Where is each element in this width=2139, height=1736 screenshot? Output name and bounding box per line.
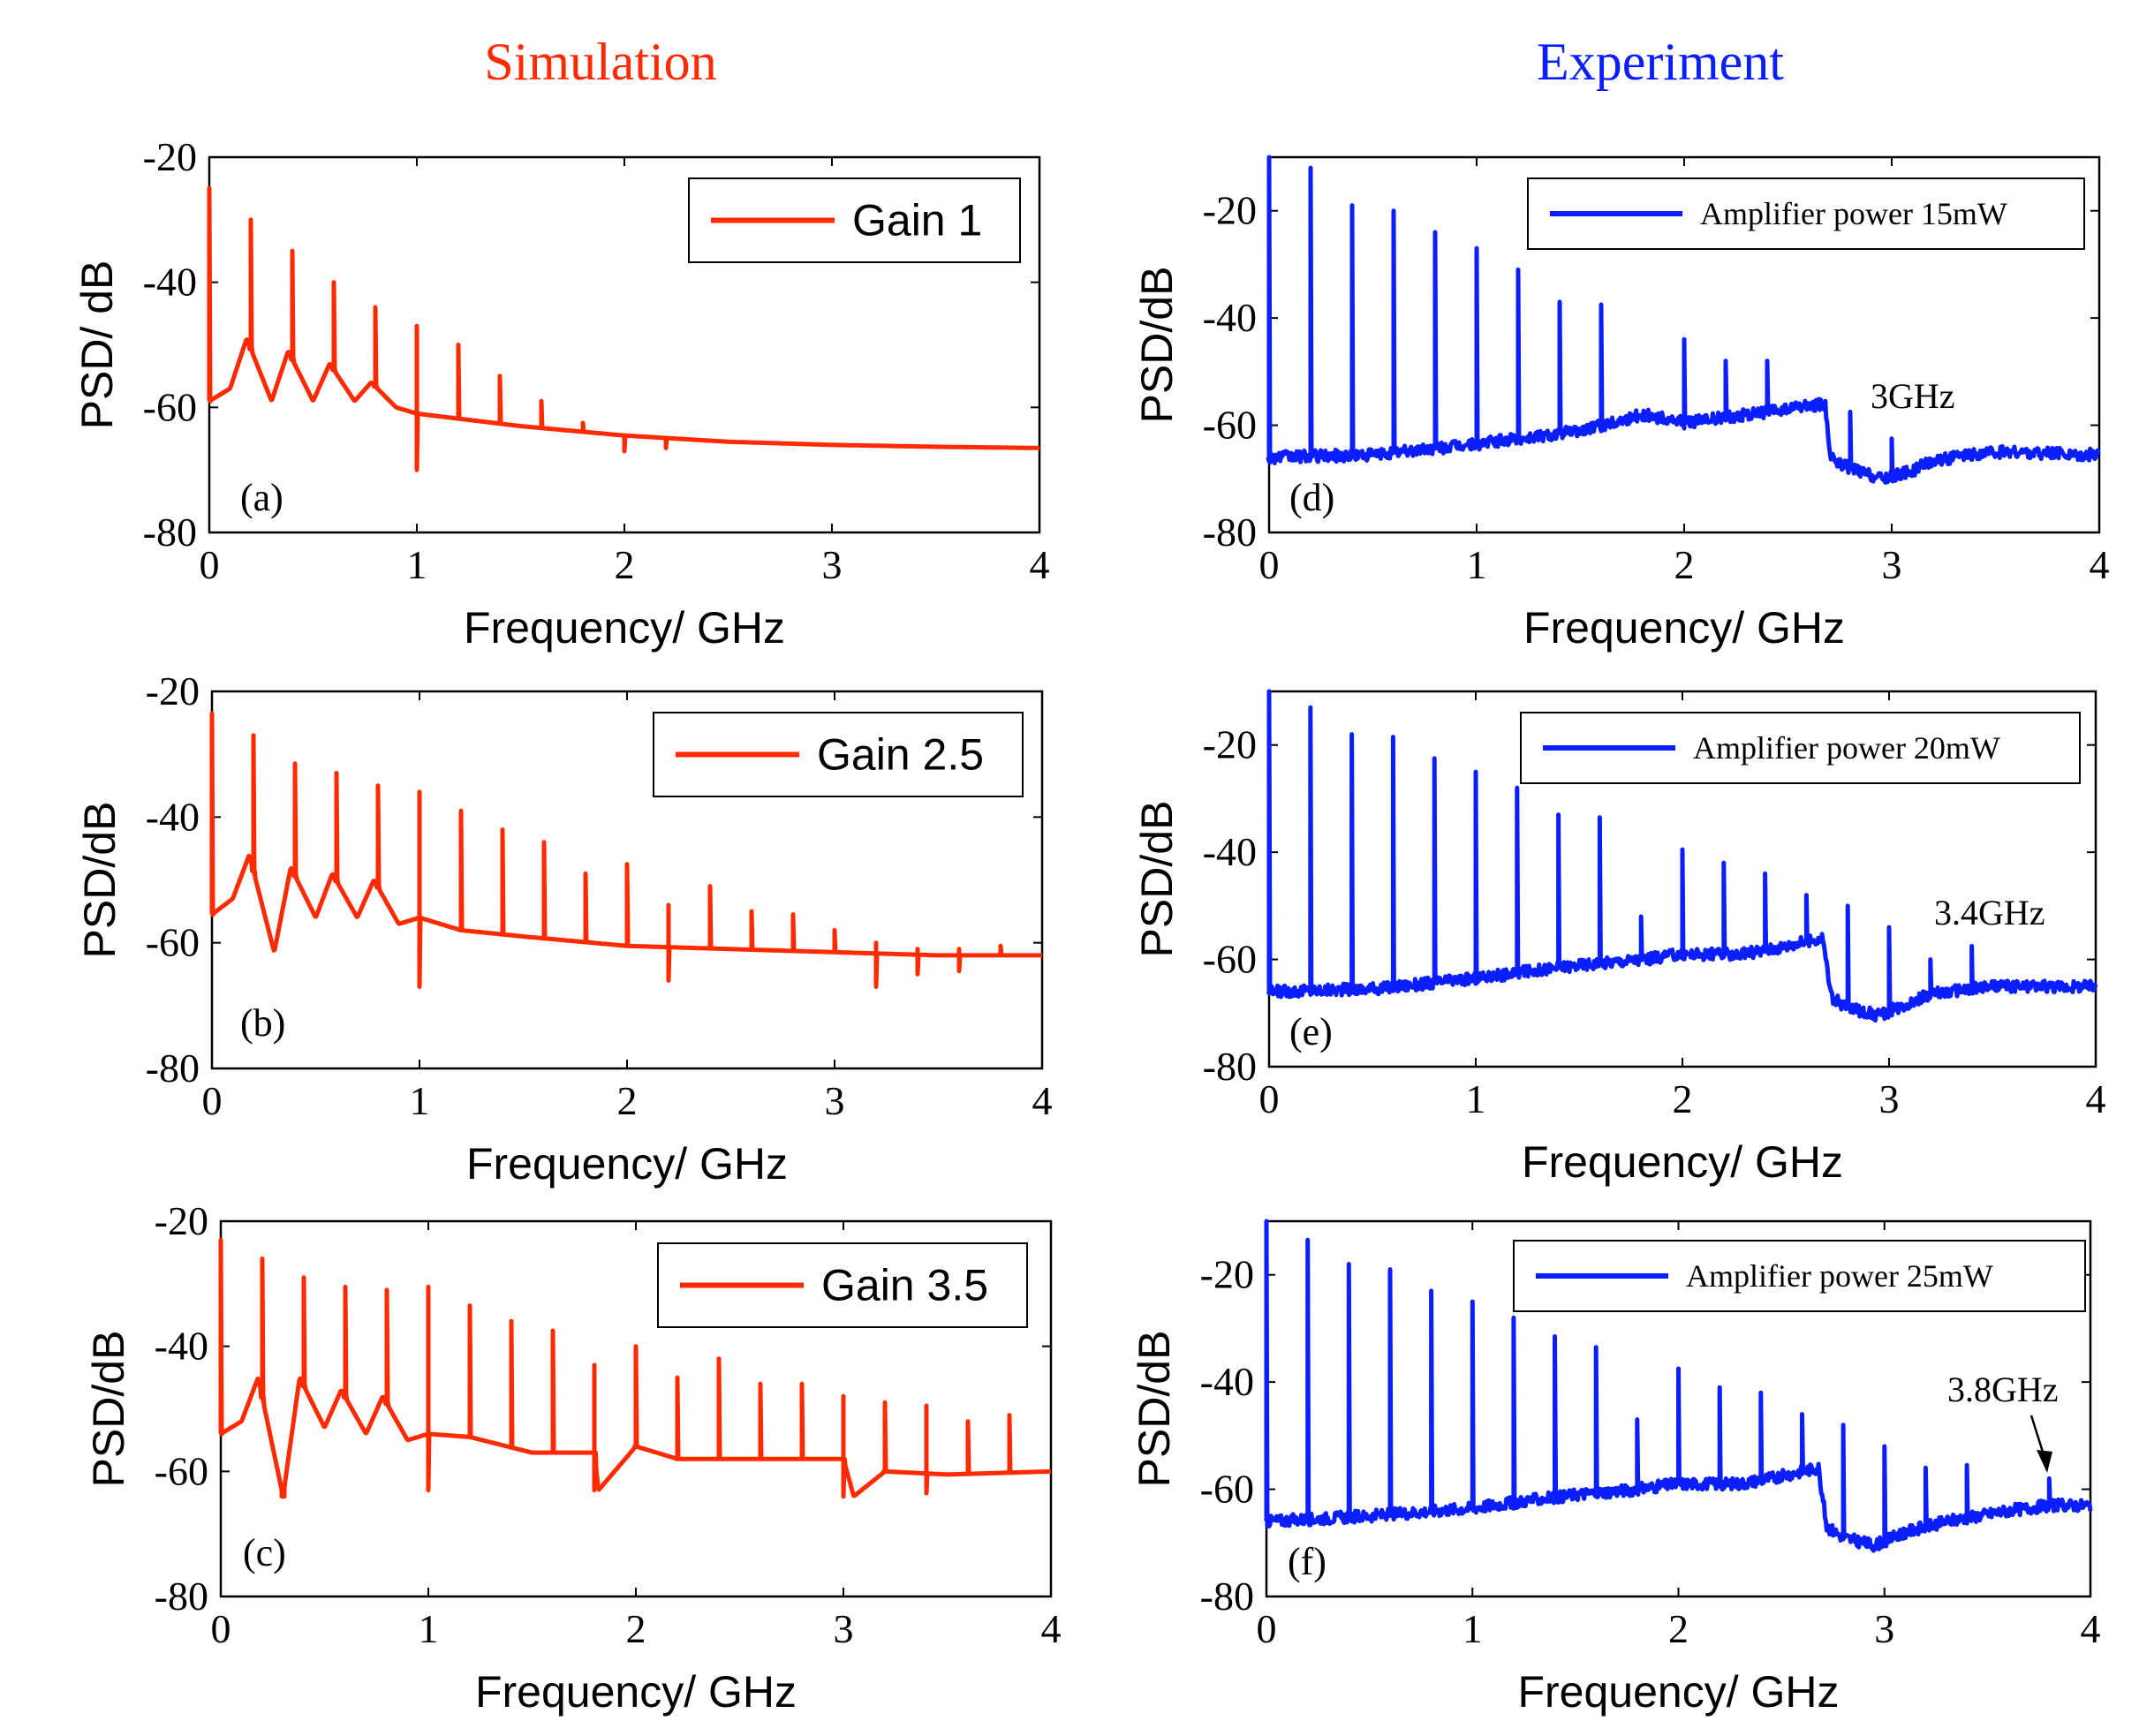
peak-annotation: 3.8GHz: [1947, 1370, 2059, 1409]
legend-label: Amplifier power 15mW: [1700, 196, 2007, 231]
peak-annotation: 3GHz: [1871, 376, 1955, 416]
legend-label: Amplifier power 20mW: [1693, 730, 2000, 766]
x-tick-label: 2: [1668, 1606, 1689, 1651]
x-tick-label: 0: [211, 1606, 231, 1651]
experiment-title: Experiment: [1537, 33, 1784, 91]
peak-annotation: 3.4GHz: [1934, 893, 2045, 932]
y-tick-label: -60: [155, 1448, 208, 1493]
y-tick-label: -40: [1203, 295, 1257, 340]
x-tick-label: 4: [2081, 1606, 2101, 1651]
x-tick-label: 3: [1879, 1076, 1900, 1121]
panel-label: (e): [1289, 1010, 1333, 1053]
y-tick-label: -20: [155, 1198, 208, 1243]
x-tick-label: 2: [615, 542, 635, 587]
y-tick-label: -60: [1203, 403, 1257, 448]
y-tick-label: -80: [1200, 1574, 1254, 1619]
x-tick-label: 3: [1874, 1606, 1894, 1651]
y-axis-label: PSD/dB: [75, 802, 125, 959]
series-line: [207, 185, 1041, 472]
y-tick-label: -60: [1200, 1467, 1254, 1512]
y-tick-label: -80: [143, 509, 197, 555]
y-tick-label: -20: [1203, 722, 1257, 767]
series-line: [1266, 689, 2098, 1023]
x-tick-label: 1: [1467, 542, 1487, 587]
panel-label: (a): [240, 476, 283, 519]
x-tick-label: 2: [617, 1078, 638, 1123]
x-tick-label: 1: [419, 1606, 439, 1651]
x-tick-label: 3: [834, 1606, 854, 1651]
legend-label: Amplifier power 25mW: [1686, 1258, 1993, 1294]
y-tick-label: -40: [143, 260, 197, 305]
x-tick-label: 4: [1030, 542, 1050, 587]
simulation-title: Simulation: [484, 33, 716, 91]
series-line: [218, 1237, 1053, 1499]
y-tick-label: -60: [143, 384, 197, 429]
x-axis-label: Frequency/ GHz: [466, 1139, 788, 1189]
x-tick-label: 4: [1041, 1606, 1062, 1651]
x-axis-label: Frequency/ GHz: [1522, 1137, 1843, 1187]
x-tick-label: 0: [1257, 1606, 1277, 1651]
x-tick-label: 4: [1032, 1078, 1053, 1123]
panel-label: (d): [1289, 476, 1334, 519]
y-tick-label: -60: [1203, 937, 1257, 982]
y-tick-label: -80: [146, 1045, 200, 1091]
x-tick-label: 0: [202, 1078, 223, 1123]
x-axis-label: Frequency/ GHz: [1523, 603, 1845, 653]
x-tick-label: 3: [1882, 542, 1902, 587]
y-axis-label: PSD/ dB: [72, 260, 122, 430]
y-tick-label: -40: [1203, 829, 1257, 874]
x-tick-label: 2: [1674, 542, 1695, 587]
series-line: [209, 711, 1044, 989]
y-tick-label: -20: [1200, 1252, 1254, 1297]
annotation-arrow-head: [2037, 1450, 2052, 1473]
x-tick-label: 0: [1259, 1076, 1280, 1121]
legend-label: Gain 2.5: [817, 730, 984, 780]
y-axis-label: PSD/dB: [1132, 267, 1182, 424]
y-tick-label: -80: [155, 1574, 208, 1619]
y-tick-label: -40: [146, 794, 200, 839]
x-axis-label: Frequency/ GHz: [1517, 1667, 1839, 1717]
legend-label: Gain 3.5: [821, 1261, 988, 1310]
series-line: [1263, 1219, 2093, 1553]
y-tick-label: -60: [146, 920, 200, 965]
y-tick-label: -40: [1200, 1359, 1254, 1404]
series-line: [1266, 155, 2101, 485]
x-tick-label: 1: [407, 542, 427, 587]
x-tick-label: 4: [2090, 542, 2110, 587]
x-tick-label: 0: [200, 542, 220, 587]
x-tick-label: 0: [1259, 542, 1280, 587]
y-tick-label: -20: [146, 668, 200, 713]
y-tick-label: -20: [1203, 188, 1257, 233]
y-axis-label: PSD/dB: [84, 1331, 133, 1488]
panel-label: (f): [1288, 1540, 1326, 1583]
x-tick-label: 4: [2086, 1076, 2106, 1121]
x-tick-label: 1: [410, 1078, 430, 1123]
x-tick-label: 3: [822, 542, 843, 587]
x-tick-label: 3: [825, 1078, 845, 1123]
panel-label: (b): [240, 1001, 285, 1045]
legend-label: Gain 1: [852, 196, 982, 245]
y-axis-label: PSD/dB: [1130, 1331, 1179, 1488]
panel-label: (c): [243, 1531, 286, 1574]
x-axis-label: Frequency/ GHz: [475, 1667, 797, 1717]
x-tick-label: 2: [626, 1606, 646, 1651]
x-tick-label: 1: [1466, 1076, 1486, 1121]
x-tick-label: 1: [1463, 1606, 1483, 1651]
y-tick-label: -80: [1203, 509, 1257, 555]
y-tick-label: -20: [143, 134, 197, 179]
y-axis-label: PSD/dB: [1132, 801, 1182, 958]
y-tick-label: -40: [155, 1324, 208, 1369]
x-tick-label: 2: [1673, 1076, 1693, 1121]
x-axis-label: Frequency/ GHz: [464, 603, 785, 653]
y-tick-label: -80: [1203, 1044, 1257, 1089]
